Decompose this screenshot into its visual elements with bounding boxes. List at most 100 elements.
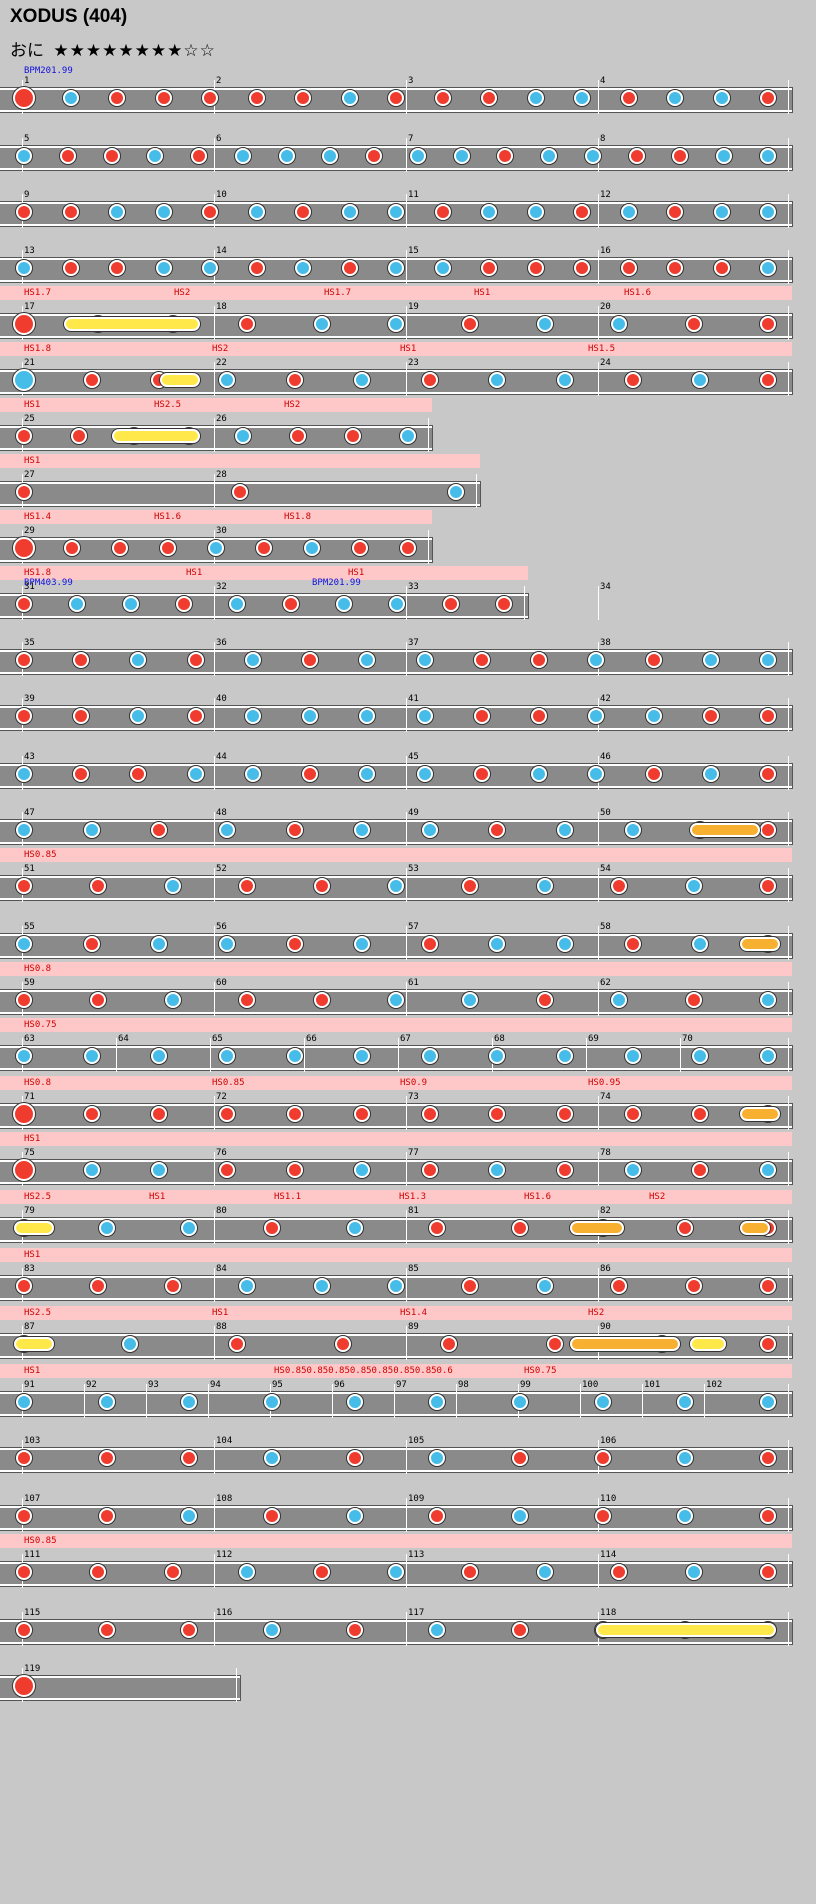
note-lane	[0, 820, 792, 844]
don-note	[441, 1336, 458, 1352]
bar-number: 110	[600, 1494, 617, 1504]
don-note	[557, 1162, 574, 1178]
ka-note	[346, 1220, 363, 1236]
note-lane	[0, 426, 432, 450]
bar-line	[214, 1096, 215, 1130]
scroll-speed-label: HS0.85	[24, 850, 57, 860]
ka-note	[346, 1508, 363, 1524]
bar-line	[428, 418, 429, 452]
bar-number: 96	[334, 1380, 345, 1390]
don-note	[164, 1564, 181, 1580]
ka-note	[531, 766, 548, 782]
bar-number: 15	[408, 246, 419, 256]
don-note	[239, 992, 256, 1008]
bar-number: 83	[24, 1264, 35, 1274]
bar-line	[406, 80, 407, 114]
don-note	[151, 822, 168, 838]
don-note	[702, 708, 719, 724]
don-note	[473, 708, 490, 724]
bar-number: 79	[24, 1206, 35, 1216]
scroll-speed-label: HS2	[588, 1308, 605, 1318]
note-lane	[0, 594, 528, 618]
don-note	[760, 708, 776, 724]
drumroll-note	[14, 1221, 54, 1235]
don-note	[496, 596, 512, 612]
don-note	[462, 1564, 479, 1580]
bar-line	[598, 1096, 599, 1130]
ka-note	[235, 428, 252, 444]
chart-row: 9 10 11 12	[0, 174, 816, 234]
bar-number: 89	[408, 1322, 419, 1332]
ka-note	[620, 204, 637, 220]
bar-number: 54	[600, 864, 611, 874]
chart-row: HS0.85 51 52 53 54	[0, 848, 816, 908]
bar-number: 97	[396, 1380, 407, 1390]
bar-line	[214, 812, 215, 846]
ka-note	[147, 148, 164, 164]
ka-note	[557, 372, 574, 388]
bar-line	[598, 80, 599, 114]
bar-number: 31	[24, 582, 35, 592]
ka-note	[536, 1278, 553, 1294]
note-lane	[0, 934, 792, 958]
scroll-speed-label: HS1.8	[24, 568, 52, 578]
ka-note	[354, 1048, 371, 1064]
don-note	[760, 90, 776, 106]
don-note	[624, 936, 641, 952]
note-lane	[0, 1160, 792, 1184]
bar-line	[788, 1440, 789, 1474]
bar-number: 108	[216, 1494, 233, 1504]
bar-number: 11	[408, 190, 419, 200]
bar-line	[332, 1384, 333, 1418]
scroll-speed-label: HS1	[186, 568, 203, 578]
bar-number: 64	[118, 1034, 129, 1044]
bar-number: 45	[408, 752, 419, 762]
scroll-speed-band	[0, 286, 792, 300]
bar-line	[146, 1384, 147, 1418]
bar-line	[788, 138, 789, 172]
bar-line	[788, 1612, 789, 1646]
don-note	[59, 148, 76, 164]
bar-number: 34	[600, 582, 611, 592]
bar-number: 39	[24, 694, 35, 704]
ka-note	[453, 148, 470, 164]
ka-note	[122, 1336, 139, 1352]
don-note	[302, 766, 319, 782]
chart-row: HS0.8 HS0.85 HS0.9 HS0.95 71 72 73 74	[0, 1076, 816, 1136]
ka-note	[354, 1162, 371, 1178]
don-note	[112, 540, 128, 556]
ka-note	[448, 484, 464, 500]
don-note	[187, 708, 204, 724]
don-note	[151, 1106, 168, 1122]
ka-note	[541, 148, 558, 164]
bar-line	[788, 1498, 789, 1532]
don-note	[421, 1106, 438, 1122]
ka-note	[239, 1564, 256, 1580]
bar-line	[214, 982, 215, 1016]
bar-number: 118	[600, 1608, 617, 1618]
bar-line	[406, 642, 407, 676]
don-note	[16, 1450, 32, 1466]
chart-row: HS2.5 HS1 HS1.1 HS1.3 HS1.6 HS2 79 80 81 82	[0, 1190, 816, 1250]
bar-line	[406, 362, 407, 396]
ka-note	[336, 596, 352, 612]
don-note	[218, 1106, 235, 1122]
bpm-label: BPM403.99	[24, 578, 73, 588]
bar-number: 92	[86, 1380, 97, 1390]
bar-line	[406, 756, 407, 790]
ka-note	[264, 1622, 280, 1638]
don-note	[90, 878, 107, 894]
bar-number: 81	[408, 1206, 419, 1216]
bar-line	[398, 1038, 399, 1072]
don-note	[313, 1564, 330, 1580]
bar-number: 90	[600, 1322, 611, 1332]
chart-row: 43 44 45 46	[0, 736, 816, 796]
don-note	[345, 428, 362, 444]
ka-note	[760, 1394, 776, 1410]
bar-line	[680, 1038, 681, 1072]
drumroll-note	[112, 429, 200, 443]
scroll-speed-label: HS2.5	[154, 400, 182, 410]
don-note	[64, 540, 80, 556]
bar-line	[406, 1268, 407, 1302]
don-note	[98, 1450, 115, 1466]
